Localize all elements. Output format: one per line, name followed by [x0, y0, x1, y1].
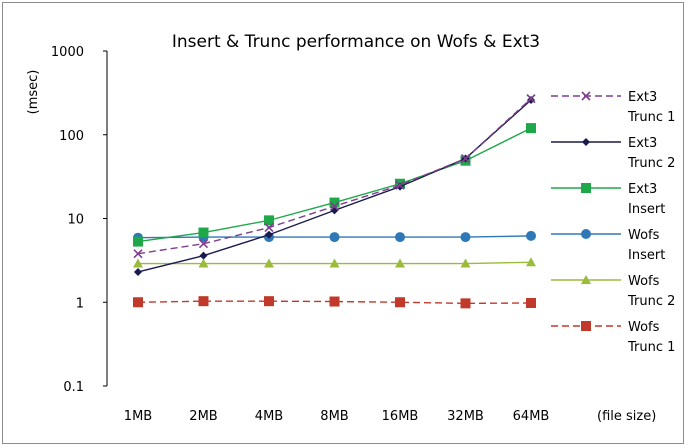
x-tick-label: 64MB	[513, 409, 550, 424]
series-line	[137, 127, 532, 243]
series-wofs-insert	[133, 230, 536, 243]
data-point	[395, 232, 405, 243]
x-tick-label: 4MB	[255, 409, 283, 424]
data-point	[198, 227, 209, 238]
data-point	[396, 182, 404, 191]
legend-item: Wofs Trunc 2	[551, 274, 675, 309]
data-point	[526, 230, 536, 241]
legend-item: Ext3 Insert	[551, 182, 665, 217]
legend-label: Wofs	[628, 274, 660, 289]
data-point	[329, 232, 340, 243]
y-axis-label: (msec)	[26, 70, 41, 115]
data-point	[582, 138, 590, 146]
series-ext3-trunc-2	[134, 95, 535, 276]
data-point	[264, 222, 274, 233]
y-tick-label: 10	[67, 213, 84, 228]
x-axis-label: (file size)	[597, 409, 656, 424]
legend-label: Wofs	[628, 228, 660, 243]
data-point	[395, 297, 405, 308]
data-point	[198, 258, 209, 268]
data-point	[265, 230, 273, 239]
series-ext3-insert	[133, 123, 536, 247]
data-point	[198, 296, 209, 307]
x-tick-label: 8MB	[320, 409, 348, 424]
y-tick-label: 1	[76, 296, 84, 311]
legend-label: Insert	[628, 202, 665, 217]
legend-label: Insert	[628, 248, 665, 263]
data-point	[133, 249, 143, 259]
data-point	[198, 239, 209, 249]
data-point	[329, 296, 340, 307]
series-wofs-trunc-1	[133, 296, 536, 309]
x-tick-label: 2MB	[189, 409, 217, 424]
y-axis-ticks: 0.1 1 10 100 1000	[51, 45, 107, 395]
legend-label: Trunc 1	[627, 110, 675, 125]
data-point	[460, 298, 471, 309]
data-point	[133, 297, 143, 308]
series-wofs-trunc-2	[133, 257, 536, 268]
legend-label: Ext3	[628, 182, 657, 197]
data-point	[581, 321, 591, 331]
data-point	[133, 258, 143, 268]
legend-item: Ext3 Trunc 2	[551, 136, 675, 171]
data-point	[581, 229, 591, 239]
y-tick-label: 1000	[51, 45, 84, 60]
data-point	[395, 258, 405, 268]
data-point	[526, 257, 536, 267]
data-point	[395, 180, 405, 190]
y-tick-label: 0.1	[63, 380, 84, 395]
data-point	[526, 297, 536, 308]
data-point	[264, 258, 274, 268]
legend-item: Ext3 Trunc 1	[551, 90, 675, 125]
y-tick-label: 100	[59, 129, 84, 144]
series-line	[137, 98, 532, 255]
legend-label: Trunc 2	[627, 294, 675, 309]
legend-label: Ext3	[628, 136, 657, 151]
x-tick-label: 32MB	[447, 409, 484, 424]
data-point	[526, 123, 536, 134]
data-point	[264, 296, 274, 307]
data-point	[581, 275, 591, 284]
data-point	[581, 183, 591, 193]
data-point	[264, 215, 274, 226]
legend: Ext3 Trunc 1 Ext3 Trunc 2 Ext3 Insert Wofs Inse…	[551, 90, 675, 355]
data-point	[329, 197, 340, 208]
series-line	[137, 99, 532, 273]
legend-label: Trunc 1	[627, 340, 675, 355]
data-point	[460, 153, 471, 164]
data-point	[527, 95, 535, 104]
data-point	[526, 94, 536, 104]
data-point	[329, 201, 340, 211]
data-point	[581, 91, 591, 101]
chart-title: Insert & Trunc performance on Wofs & Ext…	[172, 32, 540, 52]
legend-item: Wofs Trunc 1	[551, 320, 675, 355]
data-point	[134, 267, 142, 276]
legend-label: Trunc 2	[627, 156, 675, 171]
series-layer	[133, 94, 536, 309]
series-ext3-trunc-1	[133, 94, 536, 259]
x-axis-ticks: 1MB 2MB 4MB 8MB 16MB 32MB 64MB	[124, 409, 550, 424]
data-point	[199, 251, 208, 260]
x-tick-label: 1MB	[124, 409, 152, 424]
data-point	[133, 236, 143, 247]
legend-label: Ext3	[628, 90, 657, 105]
legend-label: Wofs	[628, 320, 660, 335]
data-point	[329, 258, 340, 268]
data-point	[460, 258, 471, 268]
legend-item: Wofs Insert	[551, 228, 665, 263]
x-tick-label: 16MB	[382, 409, 419, 424]
chart-frame	[2, 2, 684, 444]
data-point	[460, 232, 471, 243]
